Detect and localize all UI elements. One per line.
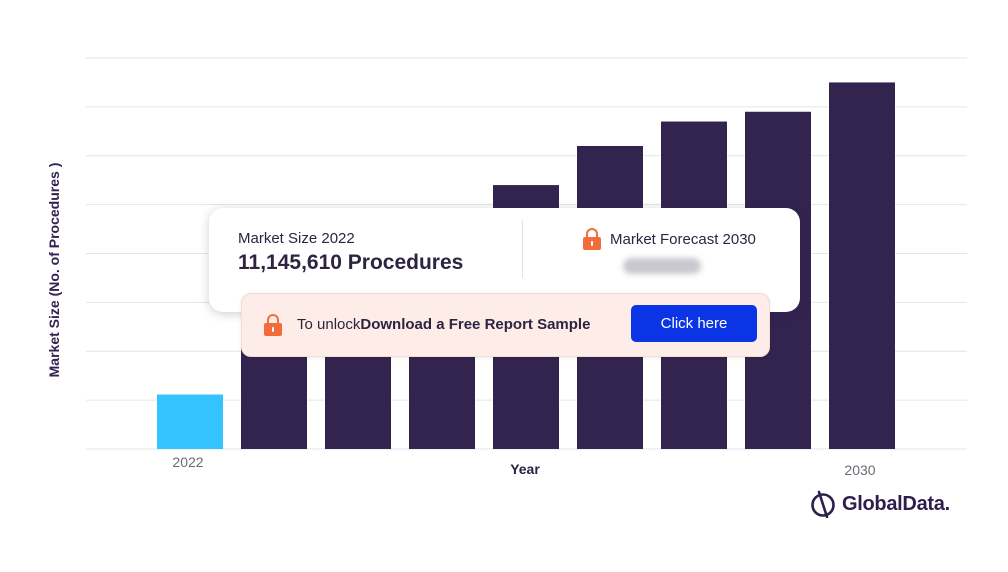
unlock-banner: To unlockDownload a Free Report Sample C… bbox=[241, 293, 770, 357]
y-axis-label: Market Size (No. of Procedures ) bbox=[46, 162, 62, 378]
bar-2024[interactable] bbox=[325, 341, 391, 449]
lock-icon bbox=[583, 228, 601, 250]
download-sample-text: Download a Free Report Sample bbox=[360, 316, 591, 333]
x-tick-label-2022: 2022 bbox=[172, 454, 204, 470]
bar-2030[interactable] bbox=[829, 82, 895, 449]
globaldata-logo-icon bbox=[811, 490, 835, 518]
market-forecast-label: Market Forecast 2030 bbox=[610, 230, 756, 248]
market-size-label: Market Size 2022 bbox=[238, 230, 355, 247]
bar-2022[interactable] bbox=[157, 394, 223, 449]
market-size-value: 11,145,610 Procedures bbox=[238, 251, 464, 274]
locked-forecast-value bbox=[623, 258, 701, 274]
unlock-text: To unlockDownload a Free Report Sample bbox=[297, 316, 590, 333]
click-here-button[interactable]: Click here bbox=[631, 305, 757, 342]
globaldata-logo-text: GlobalData. bbox=[842, 492, 950, 515]
market-size-block: Market Size 2022 11,145,610 Procedures bbox=[238, 230, 463, 275]
unlock-prefix: To unlock bbox=[297, 316, 361, 333]
globaldata-logo[interactable]: GlobalData. bbox=[810, 490, 950, 518]
x-axis-label: Year bbox=[510, 461, 540, 477]
lock-icon bbox=[264, 314, 282, 336]
card-divider bbox=[522, 220, 523, 278]
x-tick-label-2030: 2030 bbox=[844, 462, 876, 478]
market-forecast-block: Market Forecast 2030 bbox=[583, 228, 756, 274]
